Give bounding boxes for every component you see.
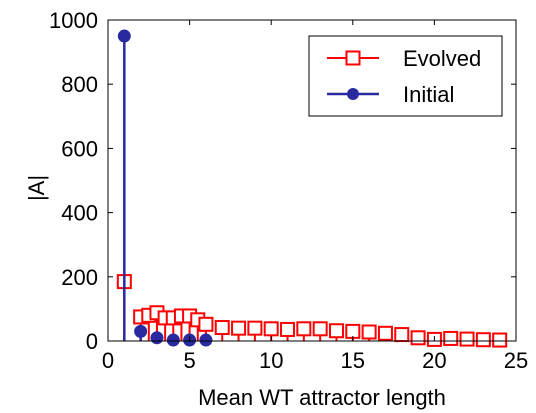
data-point [377,325,393,341]
x-tick-label: 10 [259,348,283,373]
y-tick-label: 1000 [49,8,98,33]
legend-box [308,35,503,117]
data-point [345,323,361,339]
data-point [134,324,148,338]
data-point [150,331,164,345]
legend-marker [347,88,359,100]
data-point [328,323,344,339]
y-tick-label: 200 [61,265,98,290]
data-point [361,324,377,340]
y-tick-label: 0 [86,329,98,354]
data-point [443,330,459,346]
axes-box [107,19,517,342]
data-point [492,332,508,348]
x-tick-label: 5 [183,348,195,373]
axes: 0 5 10 15 20 25 0 200 400 600 800 1000 [49,8,528,373]
data-point [199,333,213,347]
data-point [410,330,426,346]
legend-label: Initial [403,82,454,107]
data-point [247,320,263,336]
chart-marks [116,29,508,348]
series-initial [117,29,213,347]
data-point [394,327,410,343]
legend-label: Evolved [403,46,481,71]
legend-marker [345,50,361,66]
x-tick-label: 0 [102,348,114,373]
y-axis-label: |A| [24,175,49,201]
data-point [280,321,296,337]
x-tick-label: 20 [422,348,446,373]
x-tick-label: 25 [504,348,528,373]
series-evolved [116,274,508,348]
data-point [459,331,475,347]
legend-item-evolved: Evolved [327,46,481,71]
x-axis-label: Mean WT attractor length [198,385,446,410]
legend-item-initial: Initial [327,82,454,107]
x-tick-label: 15 [341,348,365,373]
data-point [263,321,279,337]
data-point [296,321,312,337]
legend: Evolved Initial [308,35,503,117]
y-tick-label: 600 [61,136,98,161]
data-point [231,320,247,336]
data-point [312,321,328,337]
data-point [214,320,230,336]
data-point [117,29,131,43]
data-point [166,333,180,347]
data-point [475,332,491,348]
y-tick-label: 400 [61,201,98,226]
data-point [198,316,214,332]
y-tick-label: 800 [61,72,98,97]
